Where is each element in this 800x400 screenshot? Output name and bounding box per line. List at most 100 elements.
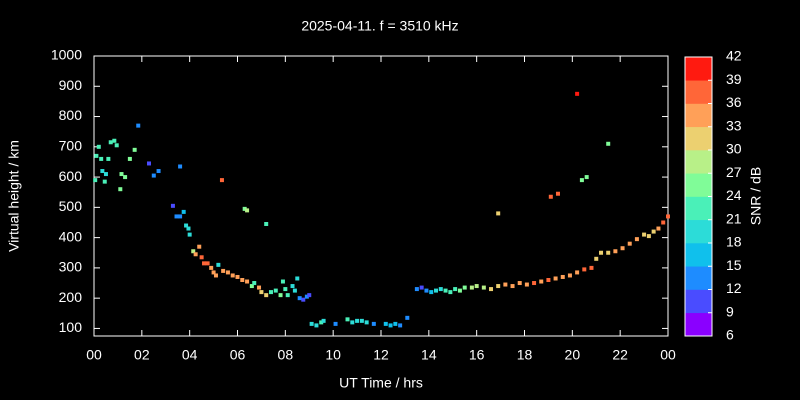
data-point: [187, 232, 192, 237]
colorbar-band: [685, 57, 712, 81]
data-point: [181, 209, 186, 214]
data-point: [209, 265, 214, 270]
data-point: [102, 179, 107, 184]
data-point: [301, 297, 306, 302]
data-point: [292, 288, 297, 293]
colorbar-band: [685, 196, 712, 221]
data-point: [434, 288, 439, 293]
chart-title: 2025-04-11. f = 3510 kHz: [301, 18, 458, 34]
data-point: [213, 273, 218, 278]
data-point: [178, 164, 183, 169]
data-point: [108, 140, 113, 145]
data-point: [613, 249, 618, 254]
data-point: [264, 293, 269, 298]
data-point: [205, 261, 210, 266]
data-point: [575, 270, 580, 275]
data-point: [474, 284, 479, 289]
data-point: [295, 276, 300, 281]
data-point: [666, 214, 670, 219]
data-point: [481, 285, 486, 290]
data-point: [191, 249, 196, 254]
data-point: [170, 203, 175, 208]
data-point: [245, 279, 250, 284]
colorbar-tick-label: 6: [726, 327, 734, 343]
data-point: [156, 169, 161, 174]
data-point: [259, 290, 264, 295]
colorbar-tick-label: 36: [726, 94, 742, 110]
data-point: [202, 261, 207, 266]
data-point: [249, 284, 254, 289]
data-point: [118, 187, 123, 192]
data-point: [503, 282, 508, 287]
colorbar-band: [685, 289, 712, 314]
colorbar-band: [685, 126, 712, 151]
plot-frame: [93, 55, 669, 337]
data-point: [457, 288, 462, 293]
x-tick-label: 06: [230, 347, 246, 363]
data-point: [575, 91, 580, 96]
data-point: [517, 281, 522, 286]
data-point: [634, 237, 639, 242]
y-tick-label: 100: [59, 319, 83, 335]
colorbar-band: [685, 266, 712, 290]
colorbar-tick-label: 39: [726, 71, 742, 87]
data-point: [314, 323, 319, 328]
data-point: [230, 273, 235, 278]
data-point: [414, 287, 419, 292]
x-tick-label: 08: [278, 347, 294, 363]
data-point: [579, 178, 584, 183]
data-point: [219, 178, 224, 183]
data-point: [419, 285, 424, 290]
data-point: [96, 144, 101, 149]
data-point: [560, 274, 565, 279]
x-tick-label: 02: [134, 347, 150, 363]
data-point: [489, 287, 494, 292]
data-point: [106, 156, 111, 161]
data-point: [642, 232, 647, 237]
y-tick-label: 700: [59, 138, 83, 154]
data-point: [257, 285, 262, 290]
colorbar-band: [685, 103, 712, 128]
data-point: [548, 194, 553, 199]
x-tick-label: 14: [421, 347, 437, 363]
data-point: [103, 172, 108, 177]
data-point: [268, 290, 273, 295]
data-point: [252, 281, 257, 286]
data-point: [174, 214, 179, 219]
data-point: [186, 226, 191, 231]
data-point: [383, 321, 388, 326]
data-point: [661, 220, 666, 225]
data-point: [627, 241, 632, 246]
data-point: [553, 276, 558, 281]
data-point: [99, 156, 104, 161]
colorbar-band: [685, 173, 712, 197]
data-point: [245, 208, 250, 213]
data-point: [333, 321, 338, 326]
data-point: [112, 138, 117, 143]
data-point: [429, 290, 434, 295]
data-point: [532, 281, 537, 286]
colorbar-band: [685, 80, 712, 104]
data-point: [197, 244, 202, 249]
data-point: [297, 296, 302, 301]
data-point: [127, 156, 132, 161]
data-point: [178, 214, 183, 219]
data-point: [321, 318, 326, 323]
data-point: [453, 287, 458, 292]
colorbar-tick-label: 24: [726, 187, 742, 203]
data-point: [264, 222, 269, 226]
data-point: [582, 267, 587, 272]
data-point: [546, 278, 551, 282]
data-point: [371, 321, 376, 326]
x-tick-label: 12: [373, 347, 389, 363]
y-tick-label: 200: [59, 289, 83, 305]
data-point: [443, 288, 448, 293]
data-point: [539, 279, 544, 284]
y-tick-label: 400: [59, 228, 83, 244]
data-point: [151, 173, 156, 178]
x-tick-label: 10: [325, 347, 341, 363]
data-point: [469, 285, 474, 290]
x-tick-label: 00: [660, 347, 676, 363]
data-point: [405, 315, 410, 320]
